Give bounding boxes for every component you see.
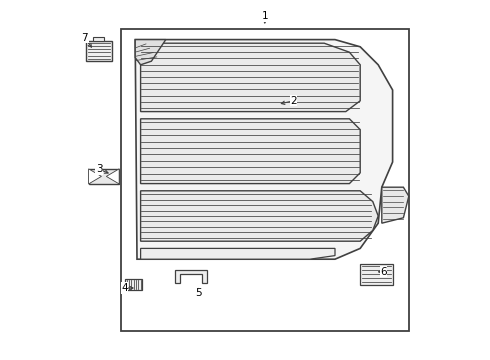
Text: 6: 6 <box>380 267 387 277</box>
Text: 4: 4 <box>121 283 128 293</box>
Bar <box>121 29 409 331</box>
Text: 1: 1 <box>262 11 268 21</box>
Polygon shape <box>106 169 119 184</box>
Bar <box>93 37 104 41</box>
Text: 2: 2 <box>290 96 297 106</box>
Polygon shape <box>382 187 409 223</box>
Text: 5: 5 <box>195 288 201 298</box>
Polygon shape <box>175 270 207 283</box>
Polygon shape <box>141 43 360 112</box>
Polygon shape <box>141 191 378 241</box>
Bar <box>125 279 143 290</box>
Polygon shape <box>135 40 392 259</box>
Bar <box>360 264 392 285</box>
Polygon shape <box>89 169 119 184</box>
Polygon shape <box>86 41 112 61</box>
Text: 7: 7 <box>81 33 88 43</box>
Text: 3: 3 <box>96 164 102 174</box>
Polygon shape <box>135 40 166 65</box>
Polygon shape <box>141 119 360 184</box>
Polygon shape <box>89 169 101 184</box>
Polygon shape <box>141 248 335 259</box>
